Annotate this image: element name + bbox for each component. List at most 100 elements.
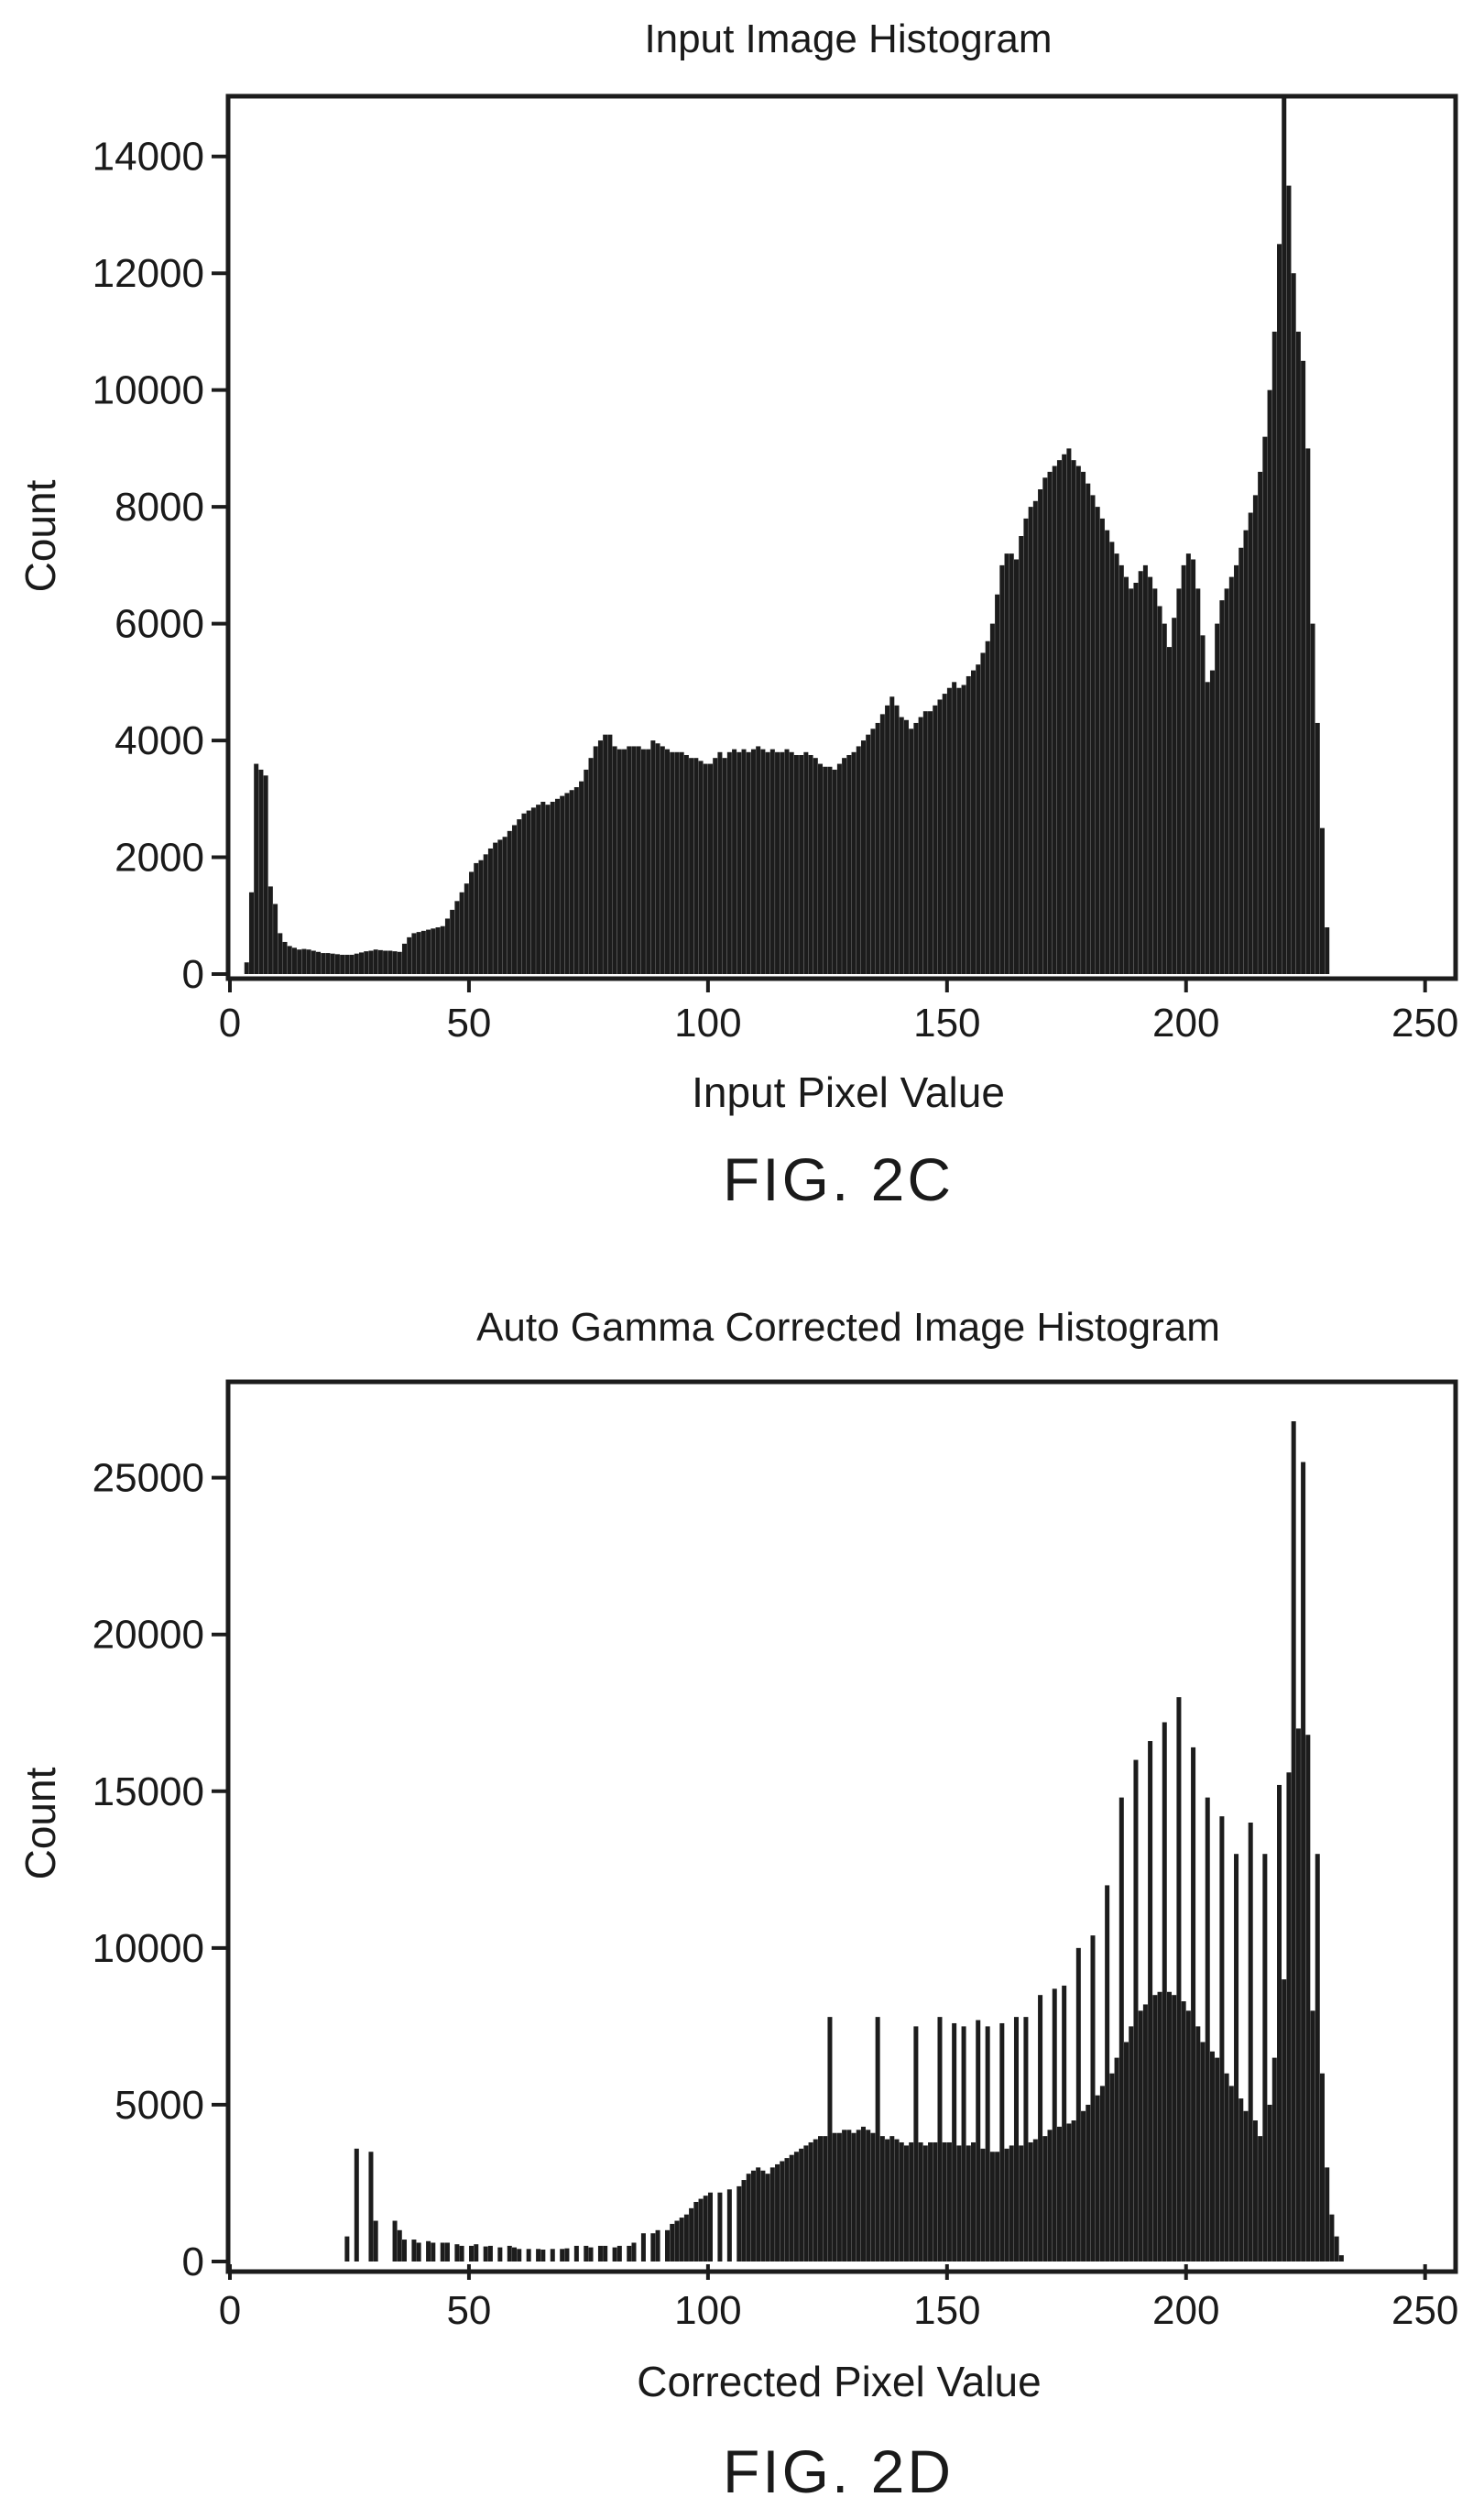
histogram-bar [1191, 559, 1196, 974]
histogram-bar [775, 2163, 780, 2262]
histogram-bar [707, 2192, 713, 2262]
histogram-bar [1200, 2042, 1206, 2262]
histogram-bar [493, 842, 498, 974]
y-axis-label: Count [16, 479, 64, 592]
x-axis-label: Corrected Pixel Value [637, 2358, 1041, 2405]
histogram-bar [918, 717, 923, 974]
histogram-bar [612, 746, 617, 974]
histogram-bar [1105, 530, 1110, 974]
figure-caption-2c: FIG. 2C [723, 1145, 954, 1213]
histogram-bar [813, 758, 818, 974]
histogram-bar [1172, 618, 1177, 974]
histogram-bar [1152, 588, 1158, 974]
histogram-bar [913, 722, 919, 974]
histogram-bar [560, 2249, 565, 2262]
histogram-bar [593, 746, 598, 974]
x-tick-label: 50 [446, 2288, 491, 2333]
x-tick-label: 150 [913, 1001, 980, 1046]
histogram-bar [301, 948, 307, 974]
histogram-bar [1228, 576, 1234, 974]
histogram-bar [278, 933, 283, 974]
histogram-bar [693, 2201, 699, 2262]
histogram-bar [1129, 588, 1134, 974]
histogram-bar [392, 2220, 398, 2262]
histogram-bar [860, 2126, 866, 2262]
histogram-bar [670, 751, 675, 974]
histogram-bar [1271, 2057, 1277, 2262]
histogram-bar [1209, 2051, 1215, 2262]
histogram-bar [383, 950, 388, 974]
histogram-bar [1009, 2145, 1014, 2262]
histogram-bar [803, 2145, 809, 2262]
histogram-bar [636, 746, 641, 974]
histogram-bar [440, 2242, 445, 2262]
histogram-bar [474, 862, 479, 974]
histogram-bar [903, 719, 909, 974]
histogram-bar [1109, 2073, 1115, 2262]
x-axis-ticks: 0 50 100 150 200 250 [219, 977, 1458, 1046]
histogram-bar [1224, 2073, 1229, 2262]
histogram-bar [1013, 2017, 1019, 2262]
histogram-bar [999, 564, 1005, 974]
histogram-bar [952, 682, 957, 974]
histogram-bar [1142, 2004, 1148, 2262]
histogram-bar [1286, 1772, 1292, 2262]
histogram-bar [918, 2141, 923, 2262]
histogram-bar [540, 801, 546, 974]
y-tick-label: 20000 [93, 1613, 204, 1658]
histogram-bar [1166, 647, 1172, 974]
histogram-bar [321, 953, 326, 974]
histogram-bar [450, 909, 455, 974]
histogram-bar [1301, 360, 1306, 974]
histogram-bar [866, 734, 871, 974]
histogram-bar [550, 801, 555, 974]
histogram-bar [1181, 2001, 1186, 2262]
histogram-bar [368, 950, 374, 974]
histogram-bar [1329, 2214, 1335, 2262]
histogram-bar [1195, 588, 1201, 974]
histogram-bar [698, 2198, 704, 2262]
histogram-bar [665, 2229, 671, 2262]
histogram-bar [1118, 1797, 1124, 2262]
histogram-bar [573, 787, 579, 974]
histogram-bar [989, 623, 995, 974]
histogram-bar [1042, 2136, 1048, 2262]
histogram-bar [597, 2245, 603, 2262]
histogram-bar [903, 2145, 909, 2262]
figure-caption-2d: FIG. 2D [723, 2437, 954, 2505]
histogram-bar [750, 749, 756, 974]
histogram-bar [1133, 582, 1139, 974]
histogram-bar [1291, 273, 1296, 974]
histogram-bar [1114, 2057, 1119, 2262]
histogram-bar [1162, 1722, 1167, 2262]
histogram-bar [420, 930, 426, 974]
histogram-bar [540, 2250, 546, 2262]
histogram-bar [856, 2130, 861, 2262]
histogram-bar [349, 954, 355, 974]
histogram-bar [573, 2245, 579, 2262]
histogram-bar [737, 751, 742, 974]
histogram-bar [933, 705, 938, 974]
y-tick-label: 10000 [93, 1926, 204, 1971]
histogram-bar [1286, 185, 1292, 975]
histogram-bar [1238, 547, 1244, 974]
y-tick-label: 2000 [115, 836, 204, 881]
histogram-bar [655, 2229, 660, 2262]
histogram-bar [784, 2158, 790, 2262]
chart-title: Input Image Histogram [644, 16, 1052, 61]
histogram-bar [1262, 436, 1268, 974]
histogram-bar [1219, 600, 1225, 974]
histogram-bar [689, 2207, 694, 2262]
histogram-bar [1038, 489, 1043, 974]
histogram-bar [1157, 1991, 1162, 2262]
histogram-bar [502, 837, 507, 974]
histogram-bar [545, 805, 551, 974]
histogram-bar [411, 933, 417, 974]
histogram-bar [273, 904, 278, 974]
histogram-bar [631, 2242, 637, 2262]
histogram-bar [1185, 553, 1191, 974]
histogram-bar [640, 2233, 646, 2262]
histogram-bar [1032, 2139, 1038, 2262]
histogram-bar [899, 2141, 904, 2262]
histogram-bar [665, 749, 671, 974]
